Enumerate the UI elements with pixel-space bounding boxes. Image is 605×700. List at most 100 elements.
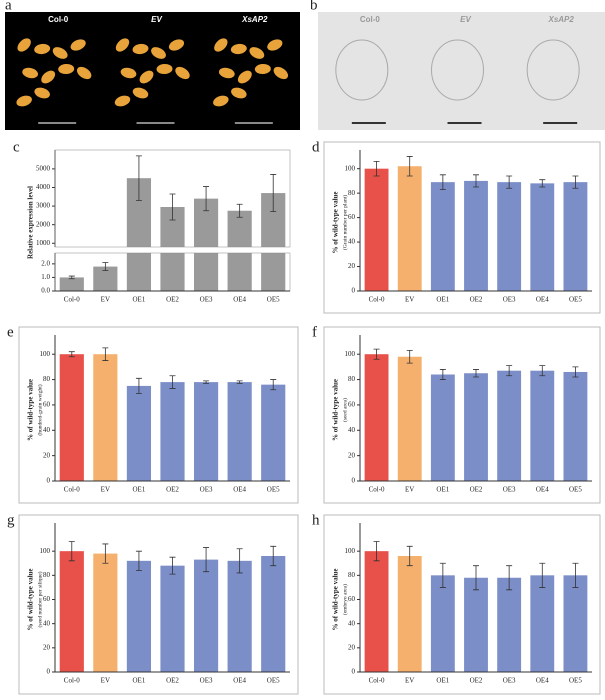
seed <box>249 47 265 59</box>
seedling <box>335 39 389 101</box>
error-bar <box>473 369 479 378</box>
x-tick-label: EV <box>101 677 110 685</box>
error-bar <box>539 562 546 588</box>
error-bar <box>270 379 277 391</box>
error-bar <box>68 541 75 562</box>
panel-letter: b <box>310 0 318 13</box>
panel-letter: g <box>7 512 15 528</box>
bar <box>430 374 455 481</box>
bar <box>364 354 389 481</box>
error-bar <box>473 174 479 188</box>
bar <box>364 551 389 672</box>
x-tick-label: OE2 <box>470 296 483 304</box>
bar <box>193 559 219 672</box>
error-bar <box>102 347 109 361</box>
x-tick-label: OE1 <box>133 677 146 685</box>
bar <box>160 565 185 672</box>
bar <box>364 168 389 291</box>
y-tick-label: 40 <box>43 426 51 434</box>
y-axis-label: Relative expression level <box>27 186 35 259</box>
x-tick-label: OE5 <box>267 677 280 685</box>
y-tick-label: 60 <box>348 595 356 603</box>
x-tick-label: OE5 <box>569 486 582 494</box>
y-axis-label: % of wild-type value <box>27 379 35 441</box>
axis-break <box>51 247 294 253</box>
error-bar <box>102 262 109 272</box>
x-tick-label: OE3 <box>200 486 213 494</box>
y-tick-label: 5000 <box>36 164 51 172</box>
seed <box>120 67 137 79</box>
bar <box>497 182 522 291</box>
error-bar <box>572 562 579 588</box>
x-tick-label: OE2 <box>166 677 179 685</box>
y-tick-label: 100 <box>40 350 51 358</box>
bar <box>227 382 252 481</box>
seedling-photo <box>318 12 605 130</box>
error-bar <box>539 365 546 377</box>
photo-label: Col-0 <box>48 15 69 24</box>
seed <box>70 39 86 51</box>
error-bar <box>439 369 446 380</box>
error-bar <box>203 380 210 384</box>
axis-frame <box>54 149 291 248</box>
bar <box>563 575 588 672</box>
error-bar <box>406 545 413 567</box>
x-tick-label: OE1 <box>133 486 146 494</box>
error-bar <box>102 543 109 564</box>
y-tick-label: 2.0 <box>41 259 50 267</box>
panel-letter: f <box>312 324 317 340</box>
y-axis-sublabel: (seed area) <box>341 398 348 422</box>
seed <box>175 66 190 80</box>
x-tick-label: EV <box>405 296 414 304</box>
bar <box>193 382 219 481</box>
y-tick-label: 20 <box>43 451 51 459</box>
bar <box>261 384 286 481</box>
error-bar <box>135 377 142 394</box>
seed <box>34 43 51 55</box>
bar <box>497 370 522 481</box>
seed <box>237 70 252 84</box>
x-tick-label: OE5 <box>267 486 280 494</box>
panel-frame <box>323 326 601 504</box>
x-tick-label: OE4 <box>536 486 549 494</box>
x-tick-label: OE4 <box>536 296 549 304</box>
bar <box>59 354 84 481</box>
seedling <box>431 39 484 101</box>
error-bar <box>68 275 75 280</box>
panel-letter: h <box>312 512 320 528</box>
bar <box>430 575 455 672</box>
y-tick-label: 40 <box>348 426 356 434</box>
y-tick-label: 80 <box>348 375 356 383</box>
seed <box>114 95 131 107</box>
x-tick-label: OE1 <box>133 296 146 304</box>
photo-label: EV <box>151 15 162 24</box>
error-bar <box>506 565 513 591</box>
bar <box>126 560 152 672</box>
bar <box>530 183 555 291</box>
x-tick-label: Col-0 <box>64 677 80 685</box>
y-tick-label: 0 <box>352 287 356 295</box>
x-tick-label: Col-0 <box>369 677 385 685</box>
y-tick-label: 1.0 <box>41 273 50 281</box>
y-tick-label: 40 <box>348 619 356 627</box>
y-tick-label: 80 <box>348 571 356 579</box>
panel-letter: c <box>13 139 20 155</box>
x-tick-label: EV <box>405 677 414 685</box>
y-tick-label: 2000 <box>36 220 51 228</box>
seed <box>41 70 56 84</box>
x-tick-label: OE4 <box>233 296 246 304</box>
error-bar <box>270 545 277 567</box>
y-tick-label: 100 <box>345 547 356 555</box>
x-tick-label: OE2 <box>470 486 483 494</box>
x-tick-label: OE4 <box>233 486 246 494</box>
photo-label: Col-0 <box>360 15 381 24</box>
panel-frame <box>18 326 299 504</box>
x-tick-label: OE3 <box>503 486 516 494</box>
error-bar <box>373 541 380 562</box>
error-bar <box>439 174 446 190</box>
y-tick-label: 0 <box>47 668 51 676</box>
x-tick-label: Col-0 <box>369 486 385 494</box>
bar <box>93 354 118 481</box>
x-tick-label: Col-0 <box>369 296 385 304</box>
y-tick-label: 20 <box>43 643 51 651</box>
